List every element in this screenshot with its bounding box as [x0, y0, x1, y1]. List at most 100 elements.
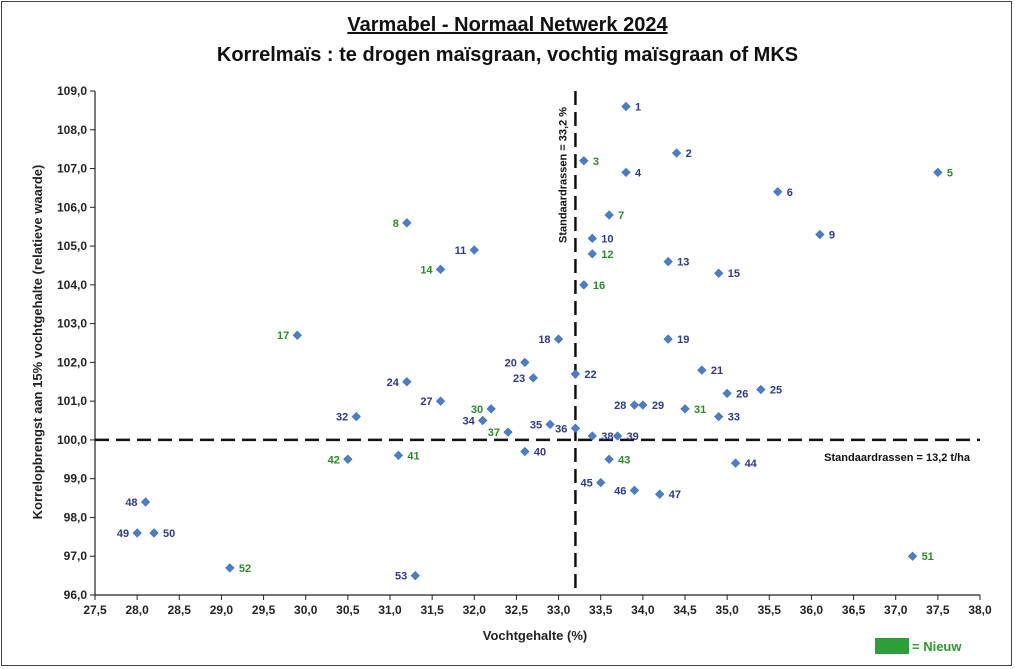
data-point-label: 47: [669, 489, 681, 501]
data-point: [680, 404, 690, 414]
y-axis-label: Korrelopbrengst aan 15% vochtgehalte (re…: [30, 165, 45, 520]
data-point-label: 14: [420, 264, 433, 276]
chart-subtitle: Korrelmaïs : te drogen maïsgraan, vochti…: [216, 44, 799, 66]
data-point: [393, 450, 404, 461]
data-point: [435, 396, 446, 406]
data-point: [149, 528, 159, 538]
data-point: [671, 148, 682, 158]
data-point: [469, 245, 479, 255]
data-point-label: 24: [387, 377, 400, 389]
data-point-label: 26: [736, 388, 748, 400]
data-point: [621, 167, 631, 178]
data-point-label: 7: [618, 210, 624, 222]
data-point: [587, 431, 597, 441]
data-point: [132, 528, 142, 538]
data-point-label: 8: [393, 218, 399, 230]
data-point-label: 44: [745, 458, 758, 470]
data-point-label: 1: [635, 102, 641, 114]
data-point: [579, 156, 589, 166]
data-point: [773, 187, 783, 197]
chart-title: Varmabel - Normaal Netwerk 2024: [347, 14, 668, 36]
data-point: [621, 101, 631, 112]
data-point: [351, 412, 361, 422]
x-tick-label: 27,5: [83, 603, 107, 617]
data-point: [140, 497, 151, 507]
data-point: [478, 415, 488, 426]
y-tick-label: 97,0: [64, 549, 88, 563]
data-point: [343, 454, 353, 464]
data-point: [629, 400, 640, 410]
data-point-label: 31: [694, 404, 706, 416]
x-tick-label: 37,0: [884, 603, 908, 617]
data-point-label: 9: [829, 229, 835, 241]
data-point: [520, 357, 530, 368]
data-point-label: 50: [163, 528, 175, 540]
data-point-label: 36: [555, 423, 567, 435]
data-point: [907, 551, 918, 561]
x-tick-label: 32,0: [463, 603, 487, 617]
data-point: [545, 419, 555, 430]
data-point: [570, 369, 581, 379]
data-point: [587, 233, 597, 243]
data-point-label: 49: [117, 528, 129, 540]
data-point: [730, 458, 741, 468]
x-tick-label: 33,5: [589, 603, 613, 617]
data-point-label: 41: [407, 450, 419, 462]
reference-lines: Standaardrassen = 33,2 % Standaardrassen …: [95, 91, 980, 595]
data-point: [629, 485, 640, 495]
y-tick-label: 101,0: [57, 394, 87, 408]
legend-new-label: = Nieuw: [912, 638, 962, 654]
data-point-label: 39: [627, 431, 639, 443]
data-point: [435, 264, 446, 274]
x-tick-label: 29,0: [210, 603, 234, 617]
data-point-label: 27: [420, 396, 432, 408]
horizontal-reference-label: Standaardrassen = 13,2 t/ha: [824, 452, 971, 464]
data-point-label: 15: [728, 268, 740, 280]
data-point-label: 20: [505, 357, 517, 369]
x-tick-label: 30,5: [336, 603, 360, 617]
legend: = Nieuw: [875, 638, 962, 654]
data-point: [486, 404, 496, 414]
data-point: [410, 570, 420, 581]
y-tick-label: 100,0: [57, 433, 87, 447]
data-point-label: 23: [513, 373, 525, 385]
x-tick-label: 34,0: [631, 603, 655, 617]
data-point-label: 18: [538, 334, 550, 346]
data-point-label: 22: [584, 369, 596, 381]
data-point-label: 12: [601, 249, 613, 261]
data-point: [933, 167, 943, 178]
data-point-label: 40: [534, 447, 546, 459]
data-point: [528, 373, 538, 383]
data-point: [503, 427, 513, 437]
data-point-label: 37: [488, 427, 500, 439]
data-point: [655, 489, 665, 499]
legend-new-swatch: [875, 638, 909, 654]
y-tick-label: 107,0: [57, 162, 87, 176]
data-point: [402, 377, 412, 387]
data-point-label: 42: [328, 454, 340, 466]
x-tick-label: 32,5: [505, 603, 529, 617]
data-point: [292, 330, 302, 340]
data-point: [638, 400, 648, 410]
data-point: [570, 423, 581, 433]
data-point: [402, 218, 412, 228]
data-point: [520, 446, 530, 457]
data-point-label: 53: [395, 571, 407, 583]
data-point-label: 34: [462, 416, 475, 428]
x-tick-label: 35,0: [715, 603, 739, 617]
data-point: [553, 334, 564, 344]
y-tick-label: 102,0: [57, 355, 87, 369]
data-point: [225, 563, 235, 573]
data-point-label: 32: [336, 412, 348, 424]
data-point-label: 46: [614, 485, 626, 497]
data-point: [697, 365, 707, 375]
data-point: [756, 384, 766, 395]
data-point-label: 2: [686, 148, 692, 160]
y-tick-label: 96,0: [64, 588, 88, 602]
x-tick-label: 33,0: [547, 603, 571, 617]
data-point-label: 38: [601, 431, 613, 443]
x-tick-label: 37,5: [926, 603, 950, 617]
data-point-label: 28: [614, 400, 626, 412]
